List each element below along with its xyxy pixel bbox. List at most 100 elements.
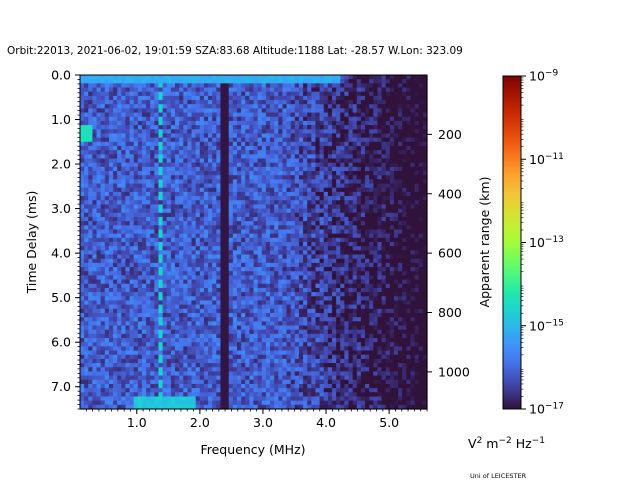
heatmap-cell [315, 166, 321, 172]
heatmap-cell [158, 116, 164, 122]
heatmap-cell [398, 262, 403, 268]
heatmap-cell [340, 233, 345, 239]
heatmap-cell [377, 208, 383, 214]
heatmap-cell [199, 250, 205, 256]
heatmap-cell [402, 158, 407, 164]
heatmap-cell [245, 108, 250, 114]
heatmap-cell [336, 312, 341, 318]
heatmap-cell [278, 166, 284, 172]
heatmap-cell [137, 225, 143, 231]
heatmap-cell [410, 100, 416, 105]
heatmap-cell [414, 100, 420, 105]
heatmap-cell [228, 212, 234, 218]
heatmap-cell [92, 125, 98, 130]
heatmap-cell [323, 196, 329, 201]
heatmap-cell [125, 125, 131, 130]
heatmap-cell [385, 242, 391, 247]
heatmap-cell [125, 275, 131, 281]
heatmap-cell [327, 183, 333, 189]
heatmap-cell [199, 171, 205, 176]
heatmap-cell [129, 120, 135, 126]
heatmap-cell [298, 279, 304, 285]
heatmap-cell [265, 100, 271, 105]
heatmap-cell [100, 158, 106, 164]
heatmap-cell [195, 83, 201, 89]
heatmap-cell [241, 292, 246, 297]
heatmap-cell [406, 108, 412, 114]
heatmap-cell [100, 183, 106, 189]
heatmap-cell [220, 275, 226, 281]
heatmap-cell [298, 141, 304, 147]
heatmap-cell [373, 79, 379, 84]
heatmap-cell [150, 95, 155, 101]
heatmap-cell [398, 116, 403, 122]
heatmap-cell [104, 116, 110, 122]
heatmap-cell [108, 158, 114, 164]
heatmap-cell [170, 104, 176, 109]
heatmap-cell [129, 166, 135, 172]
heatmap-cell [133, 196, 139, 201]
heatmap-cell [274, 83, 279, 89]
heatmap-cell [410, 91, 416, 97]
heatmap-cell [265, 283, 271, 289]
heatmap-cell [290, 246, 296, 251]
heatmap-cell [121, 150, 127, 155]
heatmap-cell [80, 133, 85, 139]
heatmap-cell [307, 204, 312, 210]
heatmap-cell [191, 75, 197, 80]
heatmap-cell [113, 95, 118, 101]
heatmap-cell [104, 229, 110, 235]
heatmap-cell [406, 104, 412, 109]
heatmap-cell [245, 79, 250, 84]
heatmap-cell [323, 137, 329, 143]
heatmap-cell [331, 254, 337, 260]
heatmap-cell [360, 129, 366, 135]
heatmap-cell [303, 233, 308, 239]
heatmap-cell [303, 191, 308, 197]
heatmap-cell [278, 125, 284, 130]
heatmap-cell [236, 212, 242, 218]
heatmap-cell [203, 125, 209, 130]
heatmap-cell [422, 179, 428, 185]
heatmap-cell [414, 83, 420, 89]
heatmap-cell [125, 267, 131, 272]
heatmap-cell [125, 304, 131, 310]
heatmap-cell [406, 300, 412, 306]
heatmap-cell [199, 312, 205, 318]
heatmap-cell [80, 233, 85, 239]
heatmap-cell [232, 204, 238, 210]
heatmap-cell [294, 137, 300, 143]
heatmap-cell [212, 125, 217, 130]
heatmap-cell [166, 312, 172, 318]
heatmap-cell [315, 262, 321, 268]
heatmap-cell [162, 141, 168, 147]
heatmap-cell [373, 162, 379, 168]
heatmap-cell [249, 292, 255, 297]
heatmap-cell [369, 137, 374, 143]
heatmap-cell [179, 321, 184, 327]
heatmap-cell [282, 87, 288, 93]
heatmap-cell [113, 112, 118, 118]
heatmap-cell [389, 166, 395, 172]
heatmap-cell [228, 283, 234, 289]
heatmap-cell [129, 233, 135, 239]
heatmap-cell [265, 254, 271, 260]
heatmap-cell [389, 95, 395, 101]
heatmap-cell [278, 116, 284, 122]
heatmap-cell [166, 125, 172, 130]
heatmap-cell [141, 317, 147, 322]
heatmap-cell [121, 95, 127, 101]
heatmap-cell [166, 191, 172, 197]
heatmap-cell [303, 104, 308, 109]
heatmap-cell [241, 250, 246, 256]
heatmap-cell [100, 208, 106, 214]
heatmap-cell [162, 187, 168, 193]
heatmap-cell [398, 108, 403, 114]
heatmap-cell [402, 308, 407, 314]
heatmap-cell [108, 271, 114, 276]
heatmap-cell [253, 283, 259, 289]
heatmap-cell [104, 312, 110, 318]
heatmap-cell [183, 91, 188, 97]
heatmap-cell [377, 166, 383, 172]
heatmap-cell [323, 279, 329, 285]
